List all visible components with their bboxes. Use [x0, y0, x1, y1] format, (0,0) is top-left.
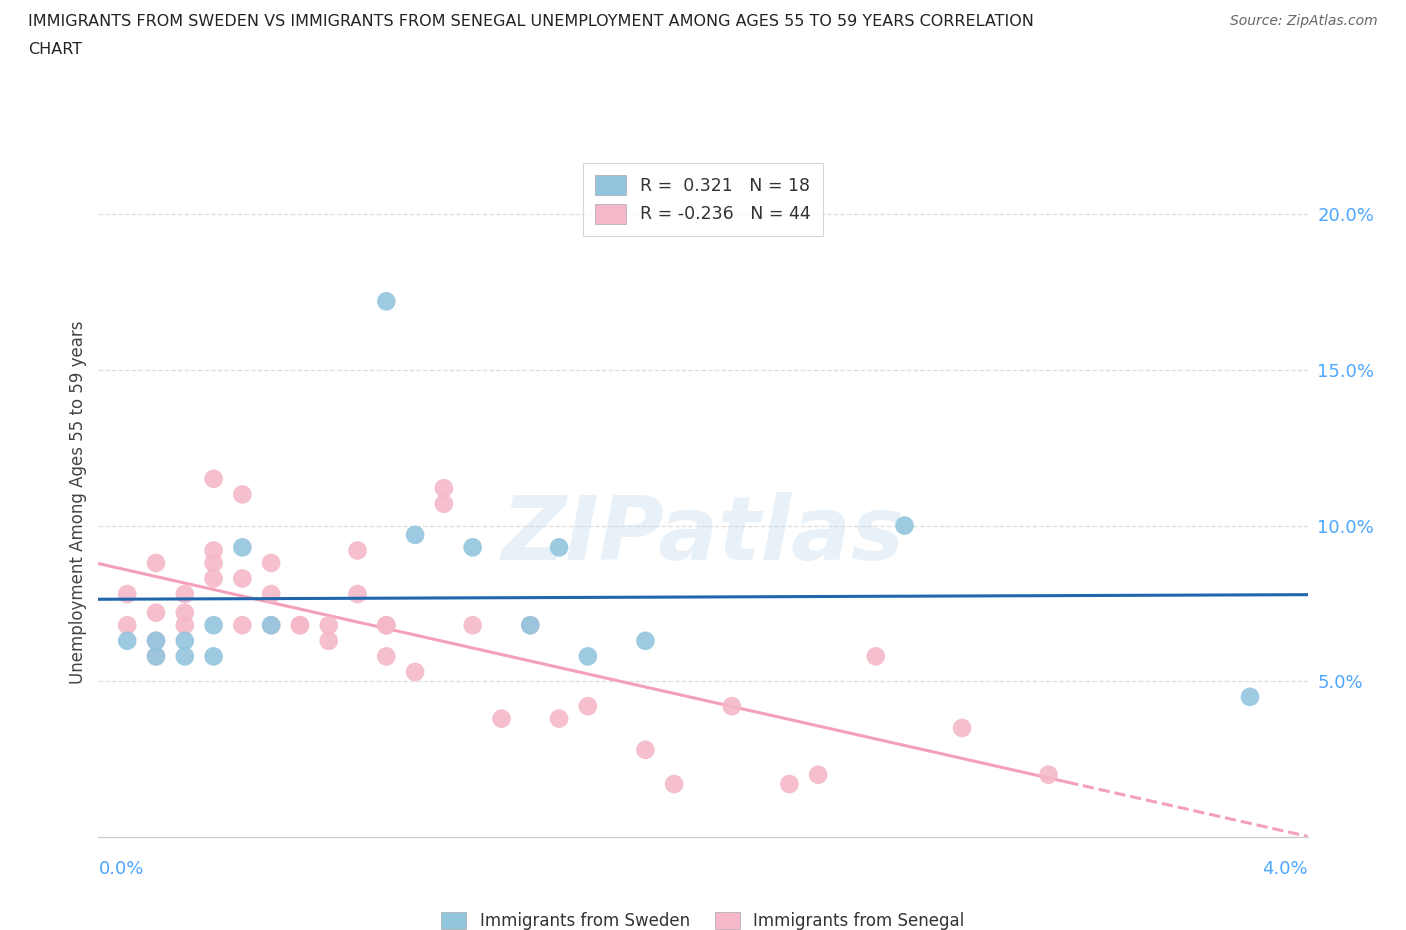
Point [173, 649, 195, 664]
Point [404, 527, 426, 542]
Point [318, 618, 340, 632]
Point [950, 721, 973, 736]
Point [231, 540, 253, 555]
Point [231, 571, 253, 586]
Y-axis label: Unemployment Among Ages 55 to 59 years: Unemployment Among Ages 55 to 59 years [69, 321, 87, 684]
Point [1239, 689, 1261, 704]
Point [318, 633, 340, 648]
Point [519, 618, 541, 632]
Point [145, 555, 167, 570]
Point [346, 587, 368, 602]
Point [115, 633, 138, 648]
Point [260, 618, 283, 632]
Point [1038, 767, 1060, 782]
Point [346, 543, 368, 558]
Text: Source: ZipAtlas.com: Source: ZipAtlas.com [1230, 14, 1378, 28]
Point [173, 587, 195, 602]
Point [202, 618, 225, 632]
Point [145, 633, 167, 648]
Point [664, 777, 686, 791]
Point [288, 618, 311, 632]
Point [202, 543, 225, 558]
Point [375, 294, 398, 309]
Text: 0.0%: 0.0% [98, 860, 143, 878]
Point [260, 618, 283, 632]
Point [145, 605, 167, 620]
Point [634, 633, 657, 648]
Point [576, 649, 599, 664]
Point [433, 497, 456, 512]
Point [115, 618, 138, 632]
Point [576, 698, 599, 713]
Point [145, 649, 167, 664]
Point [433, 481, 456, 496]
Point [778, 777, 800, 791]
Point [404, 665, 426, 680]
Point [893, 518, 915, 533]
Point [461, 540, 484, 555]
Text: IMMIGRANTS FROM SWEDEN VS IMMIGRANTS FROM SENEGAL UNEMPLOYMENT AMONG AGES 55 TO : IMMIGRANTS FROM SWEDEN VS IMMIGRANTS FRO… [28, 14, 1033, 29]
Point [375, 618, 398, 632]
Point [202, 571, 225, 586]
Point [173, 605, 195, 620]
Point [288, 618, 311, 632]
Point [260, 555, 283, 570]
Point [202, 472, 225, 486]
Point [145, 649, 167, 664]
Point [548, 711, 571, 726]
Point [202, 555, 225, 570]
Point [173, 618, 195, 632]
Legend: Immigrants from Sweden, Immigrants from Senegal: Immigrants from Sweden, Immigrants from … [434, 906, 972, 930]
Point [173, 633, 195, 648]
Point [519, 618, 541, 632]
Point [461, 618, 484, 632]
Point [548, 540, 571, 555]
Point [865, 649, 887, 664]
Point [202, 649, 225, 664]
Text: ZIPatlas: ZIPatlas [502, 492, 904, 579]
Point [115, 587, 138, 602]
Point [231, 487, 253, 502]
Text: CHART: CHART [28, 42, 82, 57]
Point [260, 587, 283, 602]
Point [491, 711, 513, 726]
Point [807, 767, 830, 782]
Point [375, 649, 398, 664]
Point [375, 618, 398, 632]
Point [145, 633, 167, 648]
Point [634, 742, 657, 757]
Point [720, 698, 742, 713]
Point [231, 618, 253, 632]
Text: 4.0%: 4.0% [1263, 860, 1308, 878]
